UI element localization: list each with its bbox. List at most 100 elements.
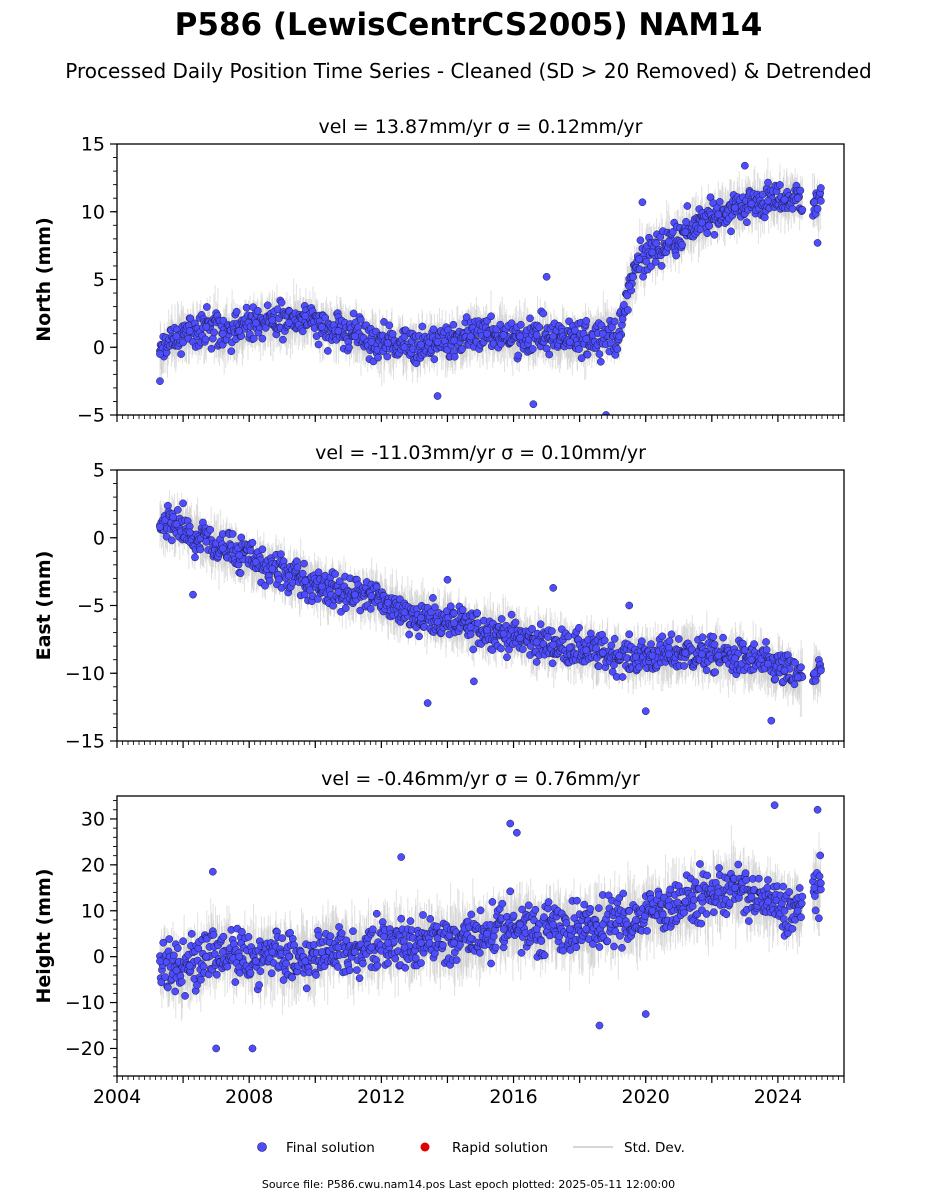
data-point — [636, 236, 645, 245]
data-point — [813, 204, 822, 213]
panel-title: vel = 13.87mm/yr σ = 0.12mm/yr — [319, 116, 643, 138]
data-point — [208, 334, 217, 343]
data-point — [263, 301, 272, 310]
data-point — [466, 630, 475, 639]
data-point-trend — [615, 332, 624, 341]
data-point — [279, 335, 287, 344]
data-point — [647, 262, 655, 271]
figure-subtitle: Processed Daily Position Time Series - C… — [65, 59, 871, 83]
data-point-trend — [598, 329, 607, 338]
data-point — [168, 536, 176, 545]
data-point — [186, 314, 195, 323]
data-point — [196, 545, 205, 554]
data-point — [710, 230, 719, 239]
y-tick-label: −5 — [77, 405, 105, 427]
data-point-outlier — [156, 377, 164, 385]
data-point — [629, 273, 638, 281]
data-point — [776, 181, 784, 189]
data-point-trend — [301, 312, 310, 320]
data-point-outlier — [529, 400, 538, 409]
data-point-trend — [516, 332, 525, 341]
data-point — [236, 569, 245, 577]
data-point-trend — [549, 332, 558, 341]
data-point — [450, 609, 458, 618]
data-point — [528, 345, 537, 353]
data-point-trend — [499, 331, 508, 339]
data-point-trend — [202, 323, 211, 331]
data-point — [242, 303, 251, 312]
data-point — [374, 353, 382, 362]
data-point — [796, 186, 805, 195]
data-point — [357, 315, 365, 324]
data-point — [760, 213, 769, 222]
data-point-trend — [284, 319, 293, 327]
data-point — [366, 605, 375, 613]
data-point-trend — [625, 282, 634, 291]
data-point — [298, 327, 307, 336]
data-point — [207, 344, 216, 353]
data-point — [606, 339, 615, 348]
data-point — [345, 343, 353, 352]
data-point-trend — [400, 343, 409, 352]
data-point — [232, 307, 241, 316]
data-point — [657, 262, 666, 270]
data-point-trend — [367, 337, 376, 346]
data-point-trend — [466, 332, 475, 341]
data-point — [450, 352, 459, 361]
data-point — [201, 335, 210, 344]
std-dev-bars — [159, 157, 822, 387]
data-point-trend — [384, 339, 392, 348]
data-point — [227, 347, 236, 356]
data-point-trend — [156, 350, 164, 358]
data-point-outlier — [638, 198, 647, 207]
data-point — [526, 314, 534, 323]
data-point — [429, 594, 437, 602]
data-point — [321, 313, 330, 322]
data-layer — [156, 489, 825, 725]
figure-title: P586 (LewisCentrCS2005) NAM14 — [175, 7, 763, 43]
plot-frame — [116, 143, 845, 416]
data-point-trend — [635, 255, 643, 264]
data-point — [258, 545, 267, 554]
data-point — [683, 202, 692, 210]
data-point — [571, 326, 579, 335]
data-point — [788, 205, 797, 213]
y-tick-label: 0 — [93, 337, 105, 359]
data-point — [388, 330, 397, 338]
data-point — [583, 350, 592, 359]
data-point — [253, 306, 262, 315]
data-point — [206, 525, 215, 534]
data-point — [169, 513, 178, 521]
data-point — [173, 506, 182, 514]
data-point — [672, 251, 680, 260]
data-point — [642, 257, 651, 266]
data-point — [329, 601, 337, 610]
data-point — [705, 222, 714, 230]
std-dev-bars — [159, 489, 822, 718]
data-point — [277, 298, 286, 307]
data-point — [764, 178, 772, 187]
data-point — [575, 345, 583, 353]
data-point-trend — [185, 327, 194, 335]
data-point — [458, 606, 467, 614]
data-point-trend — [334, 327, 343, 335]
data-point — [487, 312, 495, 321]
data-point-trend — [698, 218, 706, 227]
y-tick-label: 5 — [93, 269, 105, 291]
data-point — [405, 630, 413, 639]
data-point — [596, 357, 605, 366]
data-point-trend — [582, 335, 591, 343]
data-point-trend — [417, 340, 425, 349]
data-point — [179, 338, 187, 347]
data-point — [418, 322, 427, 331]
data-point-trend — [172, 332, 181, 341]
data-point — [293, 563, 302, 572]
data-point-trend — [433, 337, 442, 346]
data-point — [514, 351, 523, 360]
data-point — [430, 355, 439, 364]
data-point — [458, 345, 466, 353]
data-point — [577, 354, 586, 363]
data-point-outlier — [542, 272, 551, 281]
y-tick-label: 15 — [81, 134, 105, 156]
